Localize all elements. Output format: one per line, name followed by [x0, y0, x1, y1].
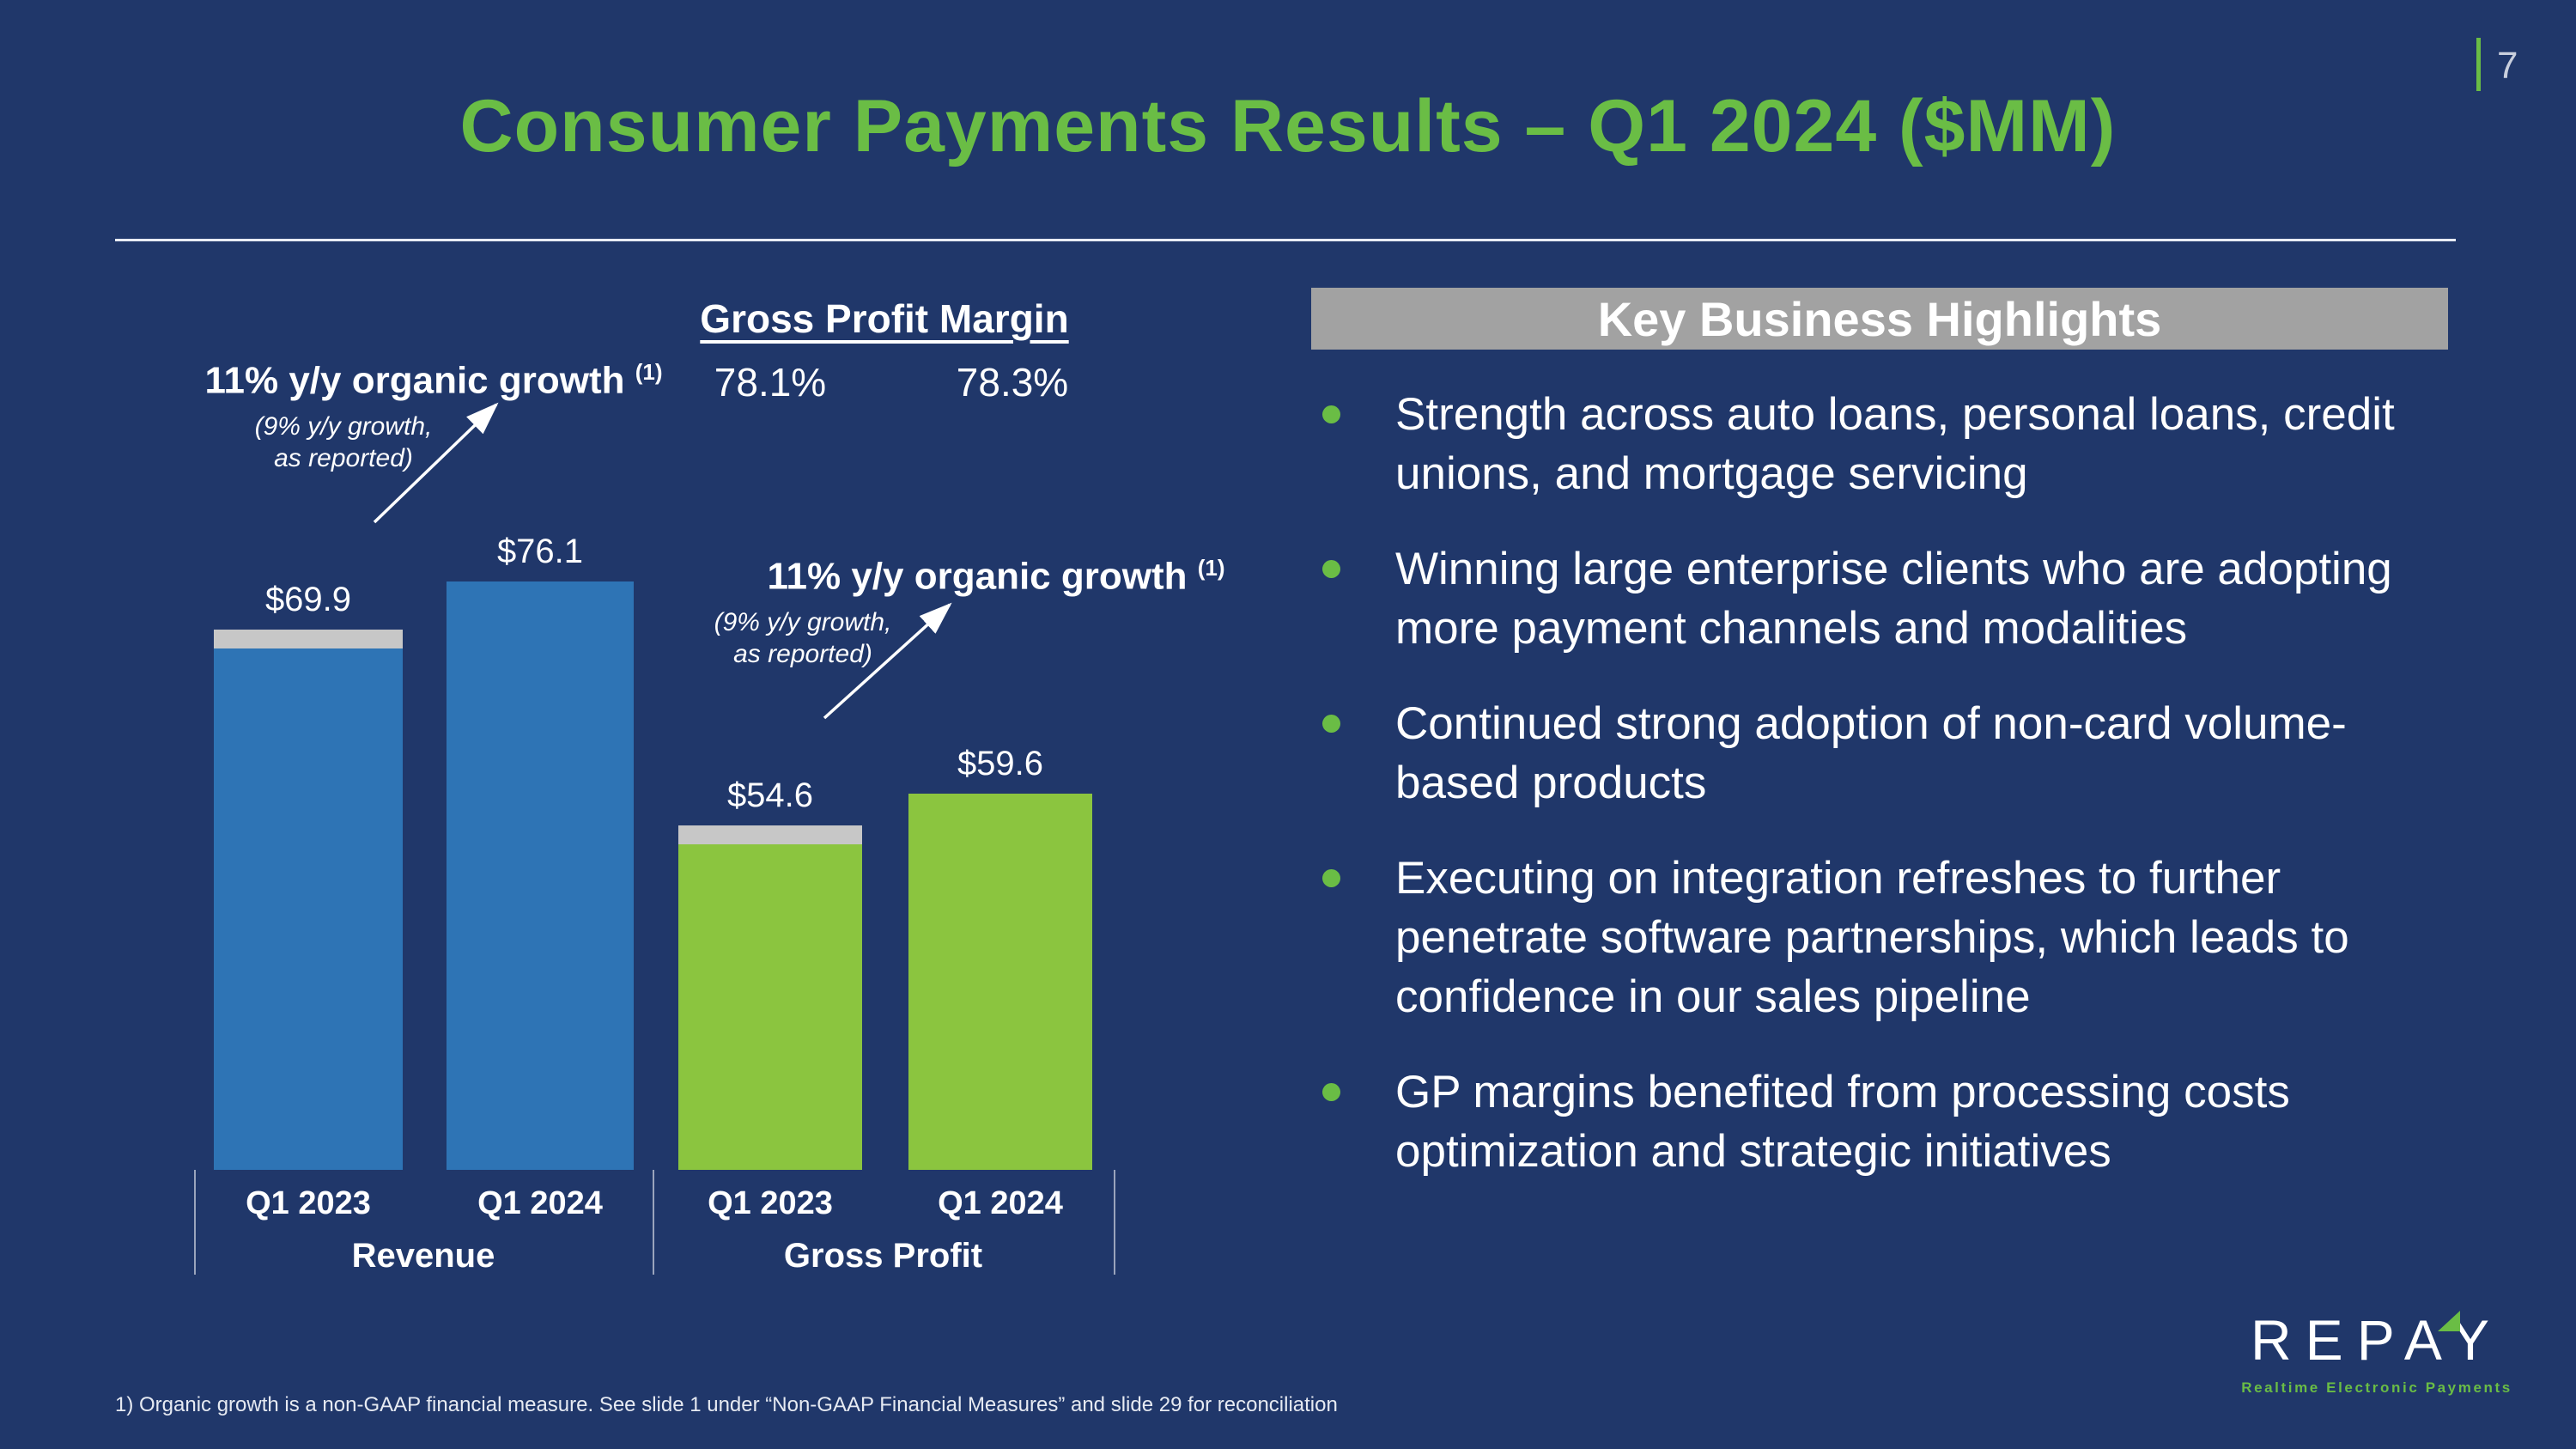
repay-logo: REPAY Realtime Electronic Payments [2234, 1307, 2519, 1397]
highlight-item-text: GP margins benefited from processing cos… [1395, 1067, 2290, 1177]
axis-label-revenue-q1-2023: Q1 2023 [246, 1185, 371, 1221]
gross-profit-margin-q1-2023: 78.1% [714, 360, 827, 405]
bar-fill [214, 648, 403, 1170]
gross-profit-margin-q1-2024: 78.3% [956, 360, 1069, 405]
annotation-revenue-growth-text: 11% y/y organic growth [204, 359, 625, 402]
bar-gray-segment [214, 630, 403, 648]
gross-profit-growth-arrow-icon [823, 602, 952, 720]
highlight-item: GP margins benefited from processing cos… [1314, 1062, 2469, 1181]
axis-label-revenue-q1-2024: Q1 2024 [477, 1185, 603, 1221]
annotation-gross-profit-growth-footref: (1) [1197, 555, 1225, 581]
repay-logo-text: REPAY [2251, 1308, 2503, 1372]
highlight-item: Winning large enterprise clients who are… [1314, 539, 2469, 658]
annotation-revenue-growth-sub-line2: as reported) [274, 444, 413, 472]
annotation-gross-profit-growth-text: 11% y/y organic growth [767, 555, 1188, 598]
annotation-revenue-growth: 11% y/y organic growth (1) [163, 359, 704, 403]
annotation-gross-profit-growth-sub-line1: (9% y/y growth, [714, 608, 892, 636]
bar-value-revenue-q1-2023: $69.9 [264, 581, 352, 618]
axis-divider-left [194, 1170, 196, 1275]
annotation-revenue-growth-footref: (1) [635, 359, 663, 385]
highlight-item-text: Strength across auto loans, personal loa… [1395, 389, 2395, 499]
annotation-gross-profit-growth-sub-line2: as reported) [733, 640, 872, 668]
bar-fill [678, 844, 862, 1170]
slide-title: Consumer Payments Results – Q1 2024 ($MM… [459, 85, 2117, 167]
title-divider [115, 239, 2456, 241]
highlight-item: Strength across auto loans, personal loa… [1314, 385, 2469, 503]
bar-value-revenue-q1-2024: $76.1 [496, 533, 584, 570]
annotation-gross-profit-growth: 11% y/y organic growth (1) [738, 555, 1254, 599]
key-business-highlights-list: Strength across auto loans, personal loa… [1314, 385, 2469, 1217]
bar-value-gross-profit-q1-2024: $59.6 [957, 745, 1044, 782]
bar-fill [908, 794, 1092, 1170]
page-number-accent-bar [2476, 38, 2481, 91]
group-label-gross-profit: Gross Profit [783, 1237, 983, 1275]
highlight-item: Executing on integration refreshes to fu… [1314, 849, 2469, 1026]
footnote: 1) Organic growth is a non-GAAP financia… [115, 1393, 1338, 1416]
highlight-item-text: Continued strong adoption of non-card vo… [1395, 698, 2347, 808]
group-label-revenue: Revenue [351, 1237, 495, 1275]
repay-logo-tagline: Realtime Electronic Payments [2241, 1379, 2512, 1396]
axis-divider-middle [653, 1170, 654, 1275]
bar-gross-profit-q1-2023 [678, 825, 862, 1170]
key-business-highlights-header: Key Business Highlights [1311, 288, 2448, 350]
bar-revenue-q1-2023 [214, 630, 403, 1170]
axis-label-gross-profit-q1-2023: Q1 2023 [708, 1185, 833, 1221]
revenue-growth-arrow-icon [373, 402, 499, 524]
annotation-revenue-growth-sub: (9% y/y growth, as reported) [172, 411, 515, 474]
annotation-gross-profit-growth-sub: (9% y/y growth, as reported) [635, 606, 970, 670]
axis-divider-right [1114, 1170, 1115, 1275]
annotation-revenue-growth-sub-line1: (9% y/y growth, [254, 412, 433, 441]
axis-label-gross-profit-q1-2024: Q1 2024 [938, 1185, 1063, 1221]
highlight-item-text: Winning large enterprise clients who are… [1395, 544, 2392, 654]
bar-revenue-q1-2024 [447, 581, 634, 1170]
bar-gross-profit-q1-2024 [908, 794, 1092, 1170]
bar-value-gross-profit-q1-2023: $54.6 [726, 776, 814, 814]
bar-gray-segment [678, 825, 862, 844]
highlight-item-text: Executing on integration refreshes to fu… [1395, 853, 2349, 1022]
page-number: 7 [2497, 45, 2518, 87]
bar-fill [447, 581, 634, 1170]
gross-profit-margin-label: Gross Profit Margin [700, 296, 1069, 341]
repay-logo-wordmark: REPAY [2251, 1307, 2503, 1373]
highlight-item: Continued strong adoption of non-card vo… [1314, 694, 2469, 813]
